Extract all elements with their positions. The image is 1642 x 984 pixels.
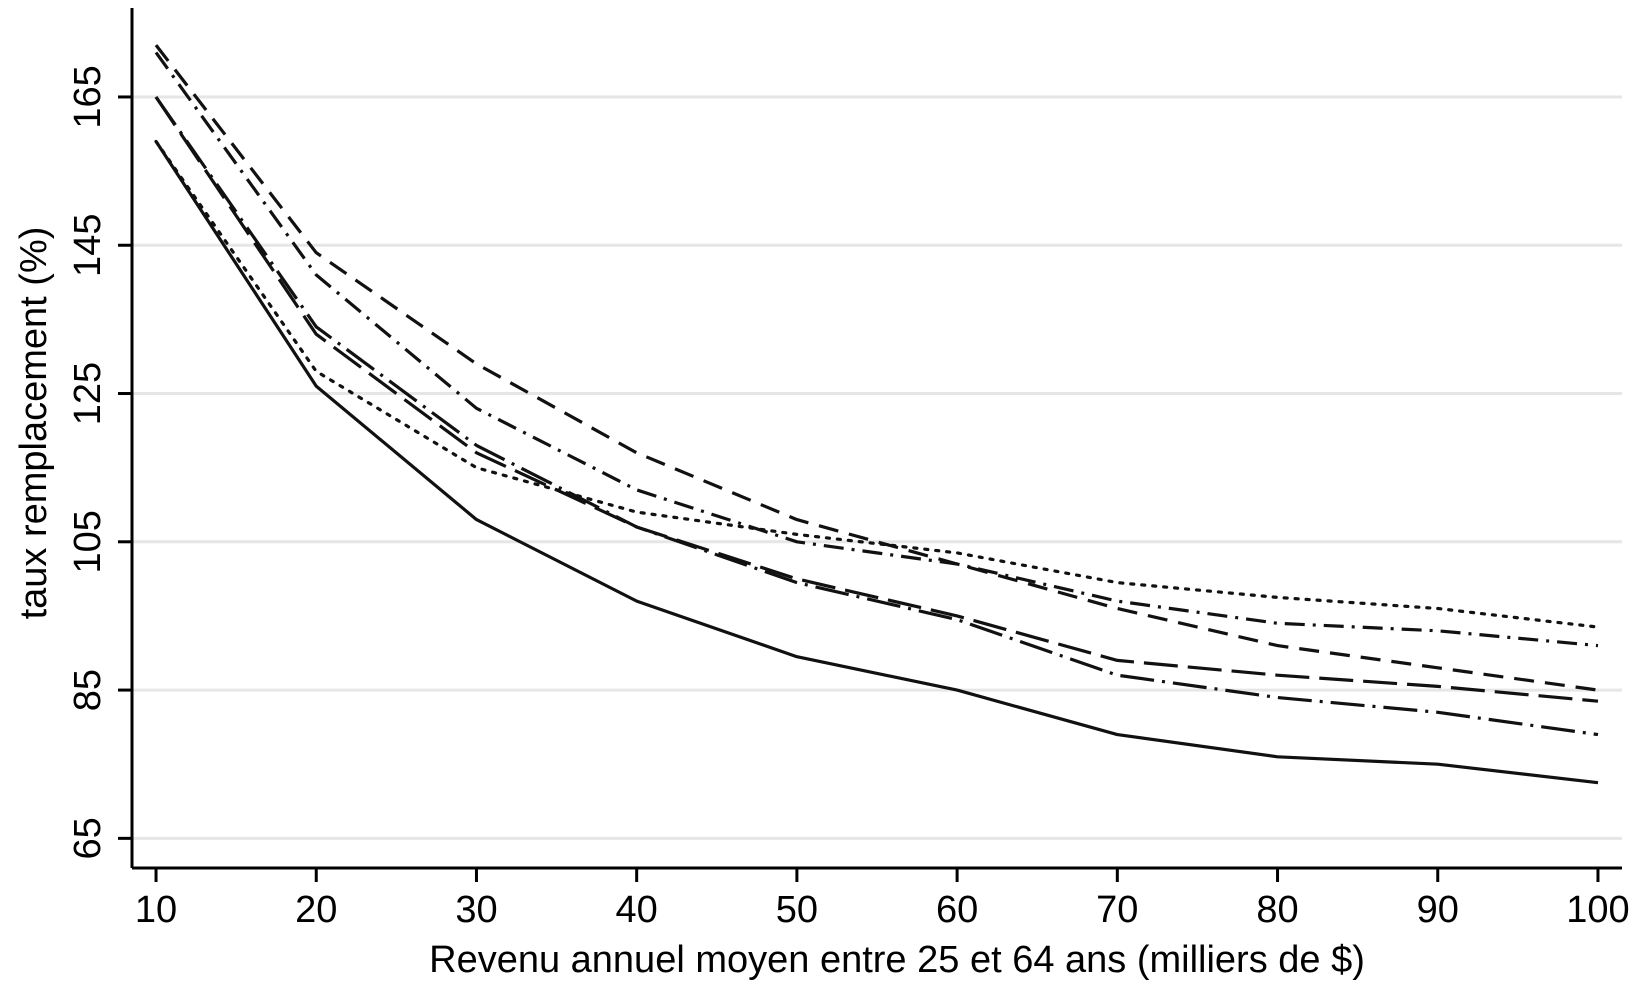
x-tick-label: 80 xyxy=(1256,889,1298,931)
y-tick-label: 165 xyxy=(67,65,109,128)
x-tick-label: 100 xyxy=(1566,889,1629,931)
x-tick-label: 50 xyxy=(776,889,818,931)
y-tick-label: 85 xyxy=(67,669,109,711)
series-line-solid xyxy=(154,140,1599,785)
series-lines xyxy=(154,44,1600,785)
x-axis-title: Revenu annuel moyen entre 25 et 64 ans (… xyxy=(429,939,1365,981)
x-tick-label: 10 xyxy=(135,889,177,931)
x-tick-label: 90 xyxy=(1417,889,1459,931)
series-line-long-dash-dot xyxy=(154,96,1599,737)
series-line-dash-dot xyxy=(154,51,1599,648)
y-tick-label: 65 xyxy=(67,817,109,859)
series-line-dash xyxy=(154,44,1599,692)
x-tick-label: 60 xyxy=(936,889,978,931)
y-tick-label: 145 xyxy=(67,214,109,277)
x-tick-label: 20 xyxy=(295,889,337,931)
series-line-long-dash xyxy=(154,96,1599,703)
series-line-dotted xyxy=(154,139,1600,629)
y-tick-label: 125 xyxy=(67,362,109,425)
y-axis-title: taux remplacement (%) xyxy=(13,227,55,620)
x-tick-label: 30 xyxy=(455,889,497,931)
axes xyxy=(118,8,1622,882)
x-tick-label: 70 xyxy=(1096,889,1138,931)
y-tick-label: 105 xyxy=(67,510,109,573)
x-tick-label: 40 xyxy=(616,889,658,931)
gridlines xyxy=(132,95,1622,840)
tick-labels: 65 85 105 125 145 165 10 20 30 40 50 60 70 80 90 100 xyxy=(67,65,1630,931)
